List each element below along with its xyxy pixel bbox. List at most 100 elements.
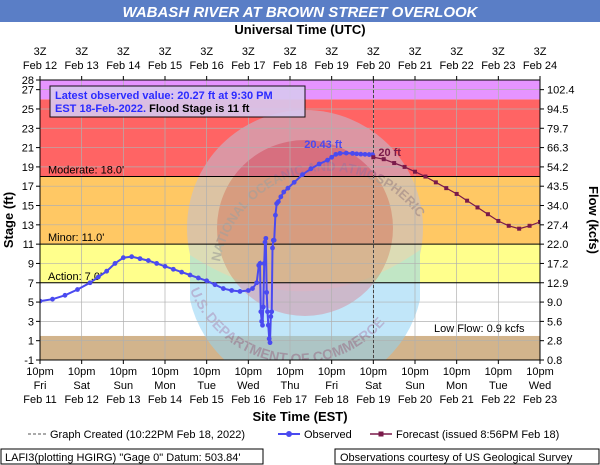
left-tick-label: 27 (22, 85, 34, 97)
observed-point (195, 275, 201, 281)
footer-left-box (0, 448, 264, 465)
observed-point (270, 245, 275, 251)
forecast-point (527, 223, 532, 228)
observed-point (145, 258, 151, 263)
observed-point (354, 151, 360, 157)
observed-point (271, 237, 277, 243)
observed-point (170, 266, 176, 272)
observed-point (278, 194, 284, 200)
observed-point (264, 290, 270, 295)
right-tick-label: 34.0 (547, 201, 568, 213)
bottom-tick-time: 10pm (360, 366, 388, 378)
top-tick-date: Feb 23 (481, 60, 515, 72)
latest-value-line1: Latest observed value: 20.27 ft at 9:30 … (55, 90, 273, 102)
bottom-tick-date: Feb 21 (440, 394, 474, 406)
observed-point (120, 255, 126, 261)
bottom-tick-day: Sun (405, 380, 425, 392)
low-flow-label: Low Flow: 0.9 kcfs (434, 323, 525, 335)
observed-point (266, 336, 272, 342)
observed-point (358, 151, 364, 157)
data-series (40, 150, 540, 346)
bottom-tick-day: Wed (237, 380, 259, 392)
forecast-point (413, 169, 417, 174)
right-tick-label: 54.2 (547, 162, 568, 174)
top-tick-date: Feb 18 (273, 60, 307, 72)
bottom-tick-day: Sat (73, 380, 90, 392)
observed-point (75, 287, 80, 292)
observed-point (258, 309, 264, 315)
top-tick-date: Feb 14 (106, 60, 140, 72)
right-tick-label: 43.5 (547, 181, 568, 193)
bottom-tick-day: Fri (325, 380, 338, 392)
observed-point (179, 269, 185, 275)
left-tick-label: 13 (22, 220, 34, 232)
top-tick-hour: 3Z (117, 46, 130, 58)
observed-point (265, 322, 271, 328)
bottom-tick-date: Feb 14 (148, 394, 182, 406)
top-tick-hour: 3Z (75, 46, 88, 58)
observed-point (260, 304, 266, 310)
bottom-tick-date: Feb 22 (481, 394, 515, 406)
top-tick-hour: 3Z (34, 46, 47, 58)
bottom-tick-day: Mon (154, 380, 175, 392)
observed-point (337, 150, 343, 156)
chart-title: WABASH RIVER AT BROWN STREET OVERLOOK (122, 4, 478, 21)
observed-point (212, 282, 218, 288)
observed-point (281, 189, 287, 195)
observed-point (204, 278, 210, 284)
bottom-tick-time: 10pm (276, 366, 304, 378)
bottom-tick-time: 10pm (485, 366, 513, 378)
bottom-tick-date: Feb 18 (315, 394, 349, 406)
top-tick-date: Feb 19 (315, 60, 349, 72)
top-tick-hour: 3Z (367, 46, 380, 58)
left-tick-label: 5 (28, 297, 34, 309)
right-tick-label: 22.0 (547, 239, 568, 251)
observed-point (245, 288, 251, 293)
right-tick-label: 2.8 (547, 336, 562, 348)
stage-line-label: Minor: 11.0' (48, 232, 104, 244)
forecast-point (402, 164, 407, 169)
observed-point (104, 268, 110, 274)
latest-value-box (49, 85, 306, 118)
top-tick-date: Feb 12 (23, 60, 57, 72)
right-tick-label: 5.6 (547, 316, 562, 328)
observed-point (95, 274, 101, 280)
bottom-tick-time: 10pm (68, 366, 96, 378)
left-tick-label: 19 (22, 162, 34, 174)
forecast-point (444, 186, 449, 191)
forecast-point (506, 223, 511, 228)
right-tick-label: 79.7 (547, 123, 568, 135)
top-tick-hour: 3Z (409, 46, 422, 58)
footer-right-box (334, 448, 600, 465)
bottom-tick-time: 10pm (318, 366, 346, 378)
forecast-point (496, 218, 501, 223)
forecast-point (485, 212, 490, 217)
observed-point (269, 309, 275, 315)
observed-point (275, 199, 281, 205)
top-tick-date: Feb 16 (190, 60, 224, 72)
observed-point (329, 154, 335, 160)
axes: -113579111315171921232527280.82.85.69.01… (22, 46, 575, 406)
bottom-tick-time: 10pm (443, 366, 471, 378)
right-tick-label: 12.9 (547, 278, 568, 290)
left-tick-label: 9 (28, 258, 34, 270)
observed-point (129, 254, 135, 260)
top-axis-label: Universal Time (UTC) (234, 22, 365, 37)
bottom-tick-date: Feb 17 (273, 394, 307, 406)
top-tick-date: Feb 15 (148, 60, 182, 72)
bottom-tick-time: 10pm (193, 366, 221, 378)
observed-point (137, 256, 143, 262)
right-tick-label: 27.4 (547, 220, 568, 232)
left-tick-label: 28 (22, 75, 34, 87)
right-tick-label: 94.5 (547, 104, 568, 116)
observed-point (254, 280, 260, 286)
bottom-tick-date: Feb 13 (106, 394, 140, 406)
right-tick-label: 102.4 (547, 85, 575, 97)
observed-point (40, 298, 43, 304)
bottom-tick-date: Feb 15 (190, 394, 224, 406)
right-tick-label: 0.8 (547, 355, 562, 367)
bottom-tick-date: Feb 23 (523, 394, 557, 406)
bottom-tick-day: Fri (34, 380, 47, 392)
top-tick-hour: 3Z (492, 46, 505, 58)
observed-point (300, 172, 305, 178)
